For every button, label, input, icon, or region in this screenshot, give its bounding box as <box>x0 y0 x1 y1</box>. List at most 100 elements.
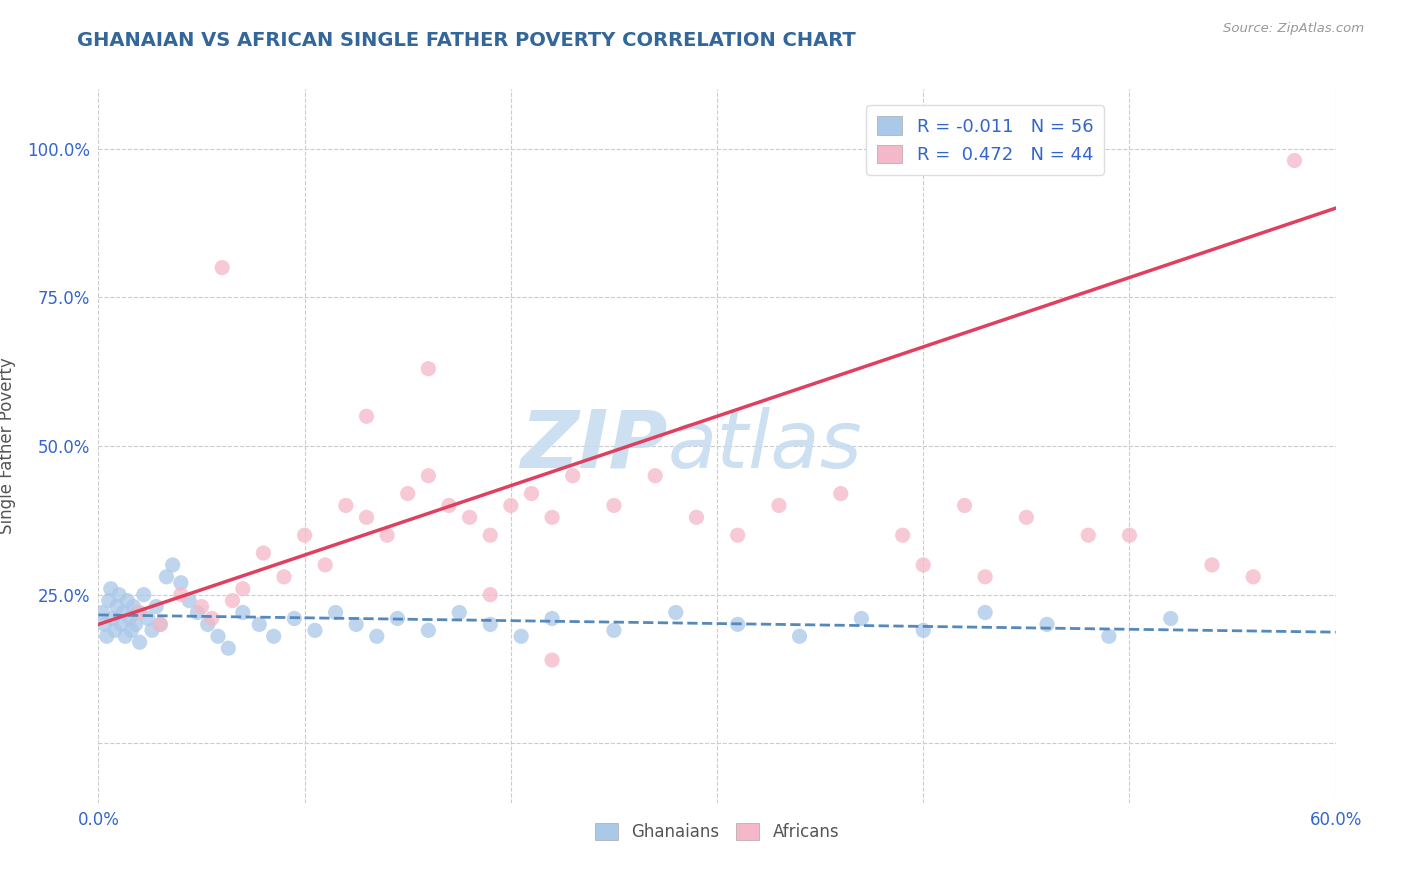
Point <box>273 570 295 584</box>
Point <box>162 558 184 572</box>
Point <box>335 499 357 513</box>
Point <box>211 260 233 275</box>
Point <box>283 611 305 625</box>
Point <box>314 558 336 572</box>
Point <box>479 617 502 632</box>
Point <box>247 617 270 632</box>
Point <box>510 629 533 643</box>
Point <box>1098 629 1121 643</box>
Point <box>217 641 239 656</box>
Point <box>221 593 243 607</box>
Point <box>1118 528 1140 542</box>
Point <box>418 361 440 376</box>
Point <box>141 624 163 638</box>
Point <box>112 606 135 620</box>
Point <box>1201 558 1223 572</box>
Point <box>114 629 136 643</box>
Point <box>122 599 145 614</box>
Point <box>449 606 471 620</box>
Point <box>1077 528 1099 542</box>
Point <box>375 528 398 542</box>
Point <box>768 499 790 513</box>
Point <box>437 499 460 513</box>
Point <box>104 624 127 638</box>
Point <box>644 468 666 483</box>
Point <box>912 624 935 638</box>
Point <box>665 606 688 620</box>
Point <box>1036 617 1059 632</box>
Point <box>891 528 914 542</box>
Text: ZIP: ZIP <box>520 407 668 485</box>
Point <box>263 629 285 643</box>
Point <box>499 499 522 513</box>
Point <box>207 629 229 643</box>
Point <box>179 593 201 607</box>
Point <box>603 499 626 513</box>
Y-axis label: Single Father Poverty: Single Father Poverty <box>0 358 15 534</box>
Point <box>685 510 707 524</box>
Text: GHANAIAN VS AFRICAN SINGLE FATHER POVERTY CORRELATION CHART: GHANAIAN VS AFRICAN SINGLE FATHER POVERT… <box>77 31 856 50</box>
Point <box>232 606 254 620</box>
Point <box>458 510 481 524</box>
Point <box>170 588 193 602</box>
Point <box>356 510 378 524</box>
Point <box>155 570 177 584</box>
Point <box>186 606 208 620</box>
Point <box>1015 510 1038 524</box>
Point <box>91 606 114 620</box>
Point <box>1284 153 1306 168</box>
Point <box>387 611 409 625</box>
Point <box>117 593 139 607</box>
Text: atlas: atlas <box>668 407 862 485</box>
Point <box>252 546 274 560</box>
Point <box>136 611 159 625</box>
Point <box>356 409 378 424</box>
Point <box>96 629 118 643</box>
Point <box>97 593 120 607</box>
Point <box>118 611 141 625</box>
Point <box>418 468 440 483</box>
Point <box>344 617 367 632</box>
Point <box>1160 611 1182 625</box>
Point <box>561 468 583 483</box>
Point <box>120 624 142 638</box>
Point <box>294 528 316 542</box>
Point <box>974 606 997 620</box>
Point <box>128 635 150 649</box>
Point <box>366 629 388 643</box>
Legend: Ghanaians, Africans: Ghanaians, Africans <box>588 816 846 848</box>
Point <box>396 486 419 500</box>
Point <box>912 558 935 572</box>
Point <box>124 617 146 632</box>
Point <box>132 588 155 602</box>
Point <box>541 611 564 625</box>
Point <box>830 486 852 500</box>
Point <box>197 617 219 632</box>
Point <box>201 611 224 625</box>
Point <box>149 617 172 632</box>
Point <box>105 599 128 614</box>
Point <box>851 611 873 625</box>
Point <box>479 588 502 602</box>
Point <box>727 617 749 632</box>
Point <box>108 588 131 602</box>
Point <box>145 599 167 614</box>
Point <box>1241 570 1264 584</box>
Point <box>520 486 543 500</box>
Point <box>110 617 132 632</box>
Point <box>727 528 749 542</box>
Point <box>304 624 326 638</box>
Point <box>128 606 150 620</box>
Point <box>974 570 997 584</box>
Point <box>541 653 564 667</box>
Point <box>170 575 193 590</box>
Point <box>149 617 172 632</box>
Point <box>953 499 976 513</box>
Point <box>232 582 254 596</box>
Point <box>101 611 124 625</box>
Point <box>418 624 440 638</box>
Point <box>541 510 564 524</box>
Point <box>93 617 115 632</box>
Point <box>603 624 626 638</box>
Point <box>190 599 212 614</box>
